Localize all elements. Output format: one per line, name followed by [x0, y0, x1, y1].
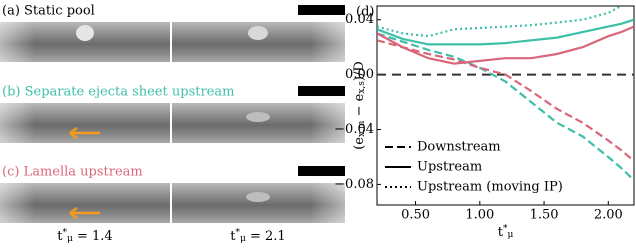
- text-part: − e: [352, 93, 367, 120]
- photo-edge: [0, 22, 345, 62]
- x-axis-label: t*μ: [498, 224, 514, 240]
- panel-label: (c) Lamella upstream: [2, 165, 143, 180]
- photo-row: [0, 5, 345, 62]
- text-part: μ: [67, 234, 73, 244]
- x-tick-label: 2.00: [594, 208, 623, 223]
- x-tick-label: 1.00: [465, 208, 494, 223]
- legend-label: Upstream (moving IP): [417, 180, 563, 195]
- text-part: t: [498, 225, 504, 240]
- text-part: t: [57, 229, 63, 244]
- y-axis-label: (ex,m − ex,s)/D: [352, 61, 367, 150]
- x-tick-label: 0.50: [401, 208, 430, 223]
- time-label: t*μ = 1.4: [57, 228, 112, 244]
- text-part: *: [236, 228, 241, 238]
- droplet: [248, 26, 268, 40]
- droplet: [76, 25, 94, 41]
- scale-bar: [298, 86, 345, 96]
- series-line: [377, 6, 622, 38]
- photo-edge: [0, 183, 345, 223]
- legend-label: Upstream: [417, 160, 482, 175]
- y-tick-label: 0.04: [345, 12, 374, 27]
- text-part: (e: [352, 137, 367, 150]
- scale-bar: [298, 166, 345, 176]
- series-line: [377, 39, 634, 162]
- panel-label: (d): [356, 5, 374, 20]
- text-part: μ: [240, 234, 246, 244]
- y-tick-label: −0.04: [334, 122, 374, 137]
- text-part: = 2.1: [246, 229, 286, 244]
- photo-strips: [0, 5, 345, 223]
- y-tick-label: 0.00: [345, 67, 374, 82]
- photo-row: [0, 166, 345, 223]
- text-part: x,s: [357, 81, 367, 94]
- legend-label: Downstream: [417, 140, 501, 155]
- text-part: = 1.4: [73, 229, 113, 244]
- panel-label: (b) Separate ejecta sheet upstream: [2, 85, 234, 100]
- series-line: [377, 18, 634, 46]
- text-part: *: [63, 228, 68, 238]
- text-part: )/D: [352, 61, 367, 81]
- y-tick-label: −0.08: [334, 177, 374, 192]
- plot-frame: [376, 5, 635, 206]
- series-line: [377, 25, 634, 65]
- arrow-head: [69, 206, 78, 220]
- arrow-head: [69, 126, 78, 140]
- text-part: t: [230, 229, 236, 244]
- photo-edge: [0, 103, 345, 143]
- time-label: t*μ = 2.1: [230, 228, 285, 244]
- text-part: *: [503, 224, 508, 234]
- text-part: μ: [507, 230, 513, 240]
- droplet: [246, 192, 270, 202]
- x-tick-label: 1.50: [530, 208, 559, 223]
- series-line: [377, 32, 634, 182]
- droplet: [246, 112, 270, 122]
- text-part: x,m: [357, 120, 367, 137]
- panel-label: (a) Static pool: [2, 4, 95, 19]
- scale-bar: [298, 5, 345, 15]
- photo-row: [0, 86, 345, 143]
